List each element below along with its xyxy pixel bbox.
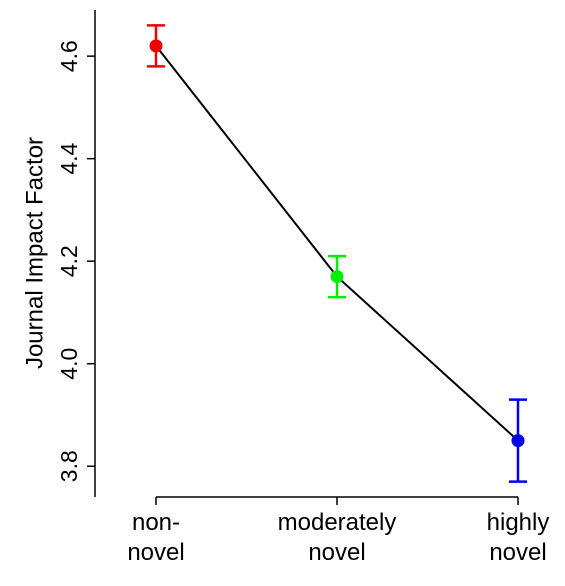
point (330, 270, 344, 284)
point (511, 434, 525, 448)
y-tick-label: 4.2 (56, 245, 82, 277)
y-axis-label: Journal Impact Factor (21, 137, 48, 369)
x-tick-label: moderately novel (277, 509, 397, 566)
y-tick-label: 4.0 (56, 348, 82, 380)
y-tick-label: 4.4 (56, 142, 82, 174)
point (149, 39, 163, 53)
x-tick-label: non- novel (127, 509, 185, 566)
x-tick-label: highly novel (486, 509, 550, 566)
y-tick-label: 4.6 (56, 40, 82, 72)
line (155, 45, 519, 442)
y-tick-label: 3.8 (56, 450, 82, 482)
